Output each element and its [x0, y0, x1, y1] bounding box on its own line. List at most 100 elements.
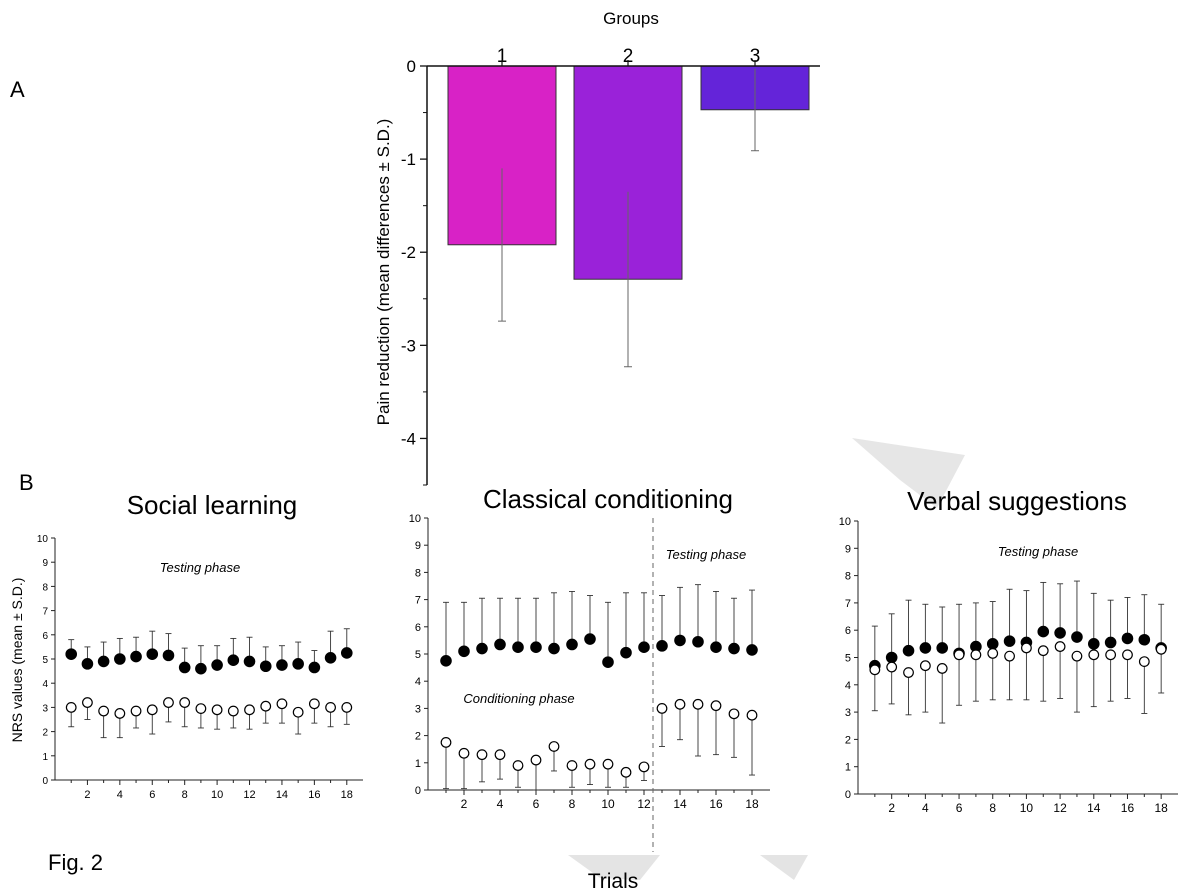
plot-x-tick-label: 18 — [1154, 801, 1168, 815]
plot-x-tick-label: 2 — [888, 801, 895, 815]
watermark-shape-bottom — [568, 855, 660, 880]
plot-y-tick-label: 1 — [415, 758, 421, 770]
plot-x-tick-label: 16 — [709, 797, 723, 811]
filled-data-point — [146, 648, 159, 660]
filled-data-point — [885, 651, 898, 664]
plot-y-tick-label: 1 — [845, 762, 851, 774]
filled-data-point — [130, 650, 142, 663]
plot-x-tick-label: 10 — [1020, 801, 1034, 815]
figure-caption: Fig. 2 — [48, 850, 103, 875]
filled-data-point — [728, 642, 740, 655]
watermark-shape-bottom-right — [760, 855, 808, 880]
filled-data-point — [530, 641, 542, 653]
watermark-shape-right — [852, 438, 965, 508]
plot-y-tick-label: 8 — [42, 582, 48, 593]
open-data-point — [728, 708, 740, 720]
bar-chart-title: Groups — [603, 9, 659, 28]
plot-x-tick-label: 16 — [1121, 801, 1135, 815]
open-data-point — [1155, 643, 1167, 655]
open-data-point — [530, 754, 542, 766]
filled-data-point — [494, 638, 506, 651]
open-data-point — [1021, 642, 1032, 654]
plot-y-tick-label: 2 — [42, 728, 48, 739]
open-data-point — [746, 709, 758, 721]
plot-x-tick-label: 6 — [956, 801, 963, 815]
open-data-point — [919, 660, 931, 672]
open-data-point — [98, 705, 110, 717]
plot-y-tick-label: 0 — [42, 776, 48, 787]
open-data-point — [227, 705, 239, 717]
nrs-y-axis-label: NRS values (mean ± S.D.) — [9, 578, 25, 743]
open-data-point — [1037, 645, 1049, 657]
open-data-point — [1004, 650, 1015, 662]
filled-data-point — [1003, 635, 1016, 647]
filled-data-point — [340, 647, 353, 659]
plot-y-tick-label: 5 — [415, 649, 421, 661]
open-data-point — [114, 708, 126, 719]
open-data-point — [341, 702, 353, 713]
filled-data-point — [114, 653, 126, 665]
filled-data-point — [986, 638, 999, 650]
plot-x-tick-label: 12 — [637, 797, 651, 811]
classical-conditioning-title: Classical conditioning — [483, 484, 733, 514]
filled-data-point — [227, 654, 240, 667]
plot-x-tick-label: 12 — [1053, 801, 1067, 815]
plot-y-tick-label: 8 — [845, 571, 851, 583]
shared-x-axis-label: Trials — [588, 870, 639, 892]
open-data-point — [886, 661, 898, 673]
open-data-point — [710, 700, 722, 712]
filled-data-point — [620, 646, 632, 659]
open-data-point — [936, 663, 948, 674]
plot-y-tick-label: 8 — [415, 567, 421, 579]
open-data-point — [130, 705, 142, 717]
filled-data-point — [458, 645, 470, 658]
panel-b-social-learning-plot: Social learning NRS values (mean ± S.D.)… — [9, 490, 363, 801]
open-data-point — [620, 766, 632, 778]
filled-data-point — [1121, 632, 1134, 645]
plot-x-tick-label: 8 — [989, 801, 996, 815]
open-data-point — [211, 704, 223, 716]
filled-data-point — [512, 641, 524, 653]
open-data-point — [548, 741, 560, 752]
plot-x-tick-label: 6 — [149, 789, 155, 801]
bar-chart-y-tick-label: 0 — [407, 57, 416, 76]
bar-chart-y-tick-label: -2 — [401, 243, 416, 262]
plot-y-tick-label: 10 — [37, 534, 49, 545]
plot-x-tick-label: 14 — [276, 789, 288, 801]
plot-y-tick-label: 10 — [409, 513, 421, 525]
open-data-point — [656, 703, 668, 714]
open-data-point — [82, 697, 93, 708]
filled-data-point — [81, 658, 94, 670]
social-learning-title: Social learning — [127, 490, 298, 520]
filled-data-point — [276, 659, 288, 671]
open-data-point — [970, 649, 982, 661]
plot-y-tick-label: 4 — [415, 676, 421, 688]
plot-y-tick-label: 1 — [42, 752, 48, 763]
plot-y-tick-label: 3 — [42, 703, 48, 714]
open-data-point — [1105, 649, 1117, 661]
plot-x-tick-label: 6 — [533, 797, 540, 811]
bar-chart-y-tick-label: -4 — [401, 429, 416, 448]
plot-x-tick-label: 10 — [601, 797, 615, 811]
phase-annotation: Testing phase — [666, 547, 746, 562]
open-data-point — [163, 697, 174, 708]
open-data-point — [440, 737, 452, 748]
open-data-point — [674, 698, 686, 710]
filled-data-point — [902, 644, 915, 657]
plot-x-tick-label: 8 — [182, 789, 188, 801]
plot-y-tick-label: 7 — [415, 595, 421, 607]
plot-x-tick-label: 10 — [211, 789, 223, 801]
plot-y-tick-label: 4 — [42, 679, 48, 690]
bar-category-label: 2 — [623, 46, 634, 67]
plot-y-tick-label: 6 — [845, 625, 851, 637]
phase-annotation: Testing phase — [998, 544, 1078, 559]
filled-data-point — [243, 655, 256, 668]
filled-data-point — [162, 649, 175, 662]
bar-chart-y-axis-label: Pain reduction (mean differences ± S.D.) — [374, 119, 393, 426]
open-data-point — [512, 760, 524, 771]
filled-data-point — [656, 640, 668, 652]
plot-y-tick-label: 7 — [845, 598, 851, 610]
open-data-point — [869, 664, 881, 676]
phase-annotation: Conditioning phase — [463, 691, 574, 706]
